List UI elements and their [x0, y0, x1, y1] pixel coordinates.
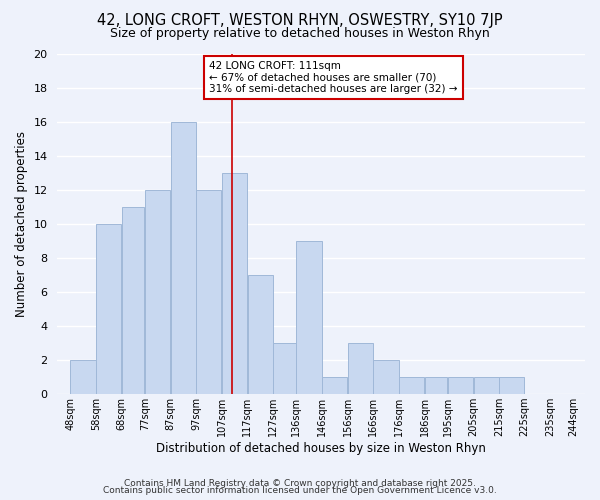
Bar	[122, 207, 145, 394]
Bar	[96, 224, 121, 394]
Y-axis label: Number of detached properties: Number of detached properties	[15, 131, 28, 317]
Text: 42, LONG CROFT, WESTON RHYN, OSWESTRY, SY10 7JP: 42, LONG CROFT, WESTON RHYN, OSWESTRY, S…	[97, 12, 503, 28]
Bar	[70, 360, 95, 394]
Bar	[273, 343, 296, 394]
Bar	[296, 241, 322, 394]
Bar	[248, 275, 273, 394]
Bar	[222, 173, 247, 394]
Bar	[473, 377, 499, 394]
Bar	[348, 343, 373, 394]
X-axis label: Distribution of detached houses by size in Weston Rhyn: Distribution of detached houses by size …	[156, 442, 486, 455]
Bar	[448, 377, 473, 394]
Bar	[170, 122, 196, 394]
Bar	[499, 377, 524, 394]
Bar	[145, 190, 170, 394]
Text: Contains HM Land Registry data © Crown copyright and database right 2025.: Contains HM Land Registry data © Crown c…	[124, 478, 476, 488]
Bar	[425, 377, 448, 394]
Bar	[322, 377, 347, 394]
Text: Contains public sector information licensed under the Open Government Licence v3: Contains public sector information licen…	[103, 486, 497, 495]
Bar	[196, 190, 221, 394]
Text: Size of property relative to detached houses in Weston Rhyn: Size of property relative to detached ho…	[110, 28, 490, 40]
Bar	[399, 377, 424, 394]
Text: 42 LONG CROFT: 111sqm
← 67% of detached houses are smaller (70)
31% of semi-deta: 42 LONG CROFT: 111sqm ← 67% of detached …	[209, 61, 457, 94]
Bar	[373, 360, 398, 394]
